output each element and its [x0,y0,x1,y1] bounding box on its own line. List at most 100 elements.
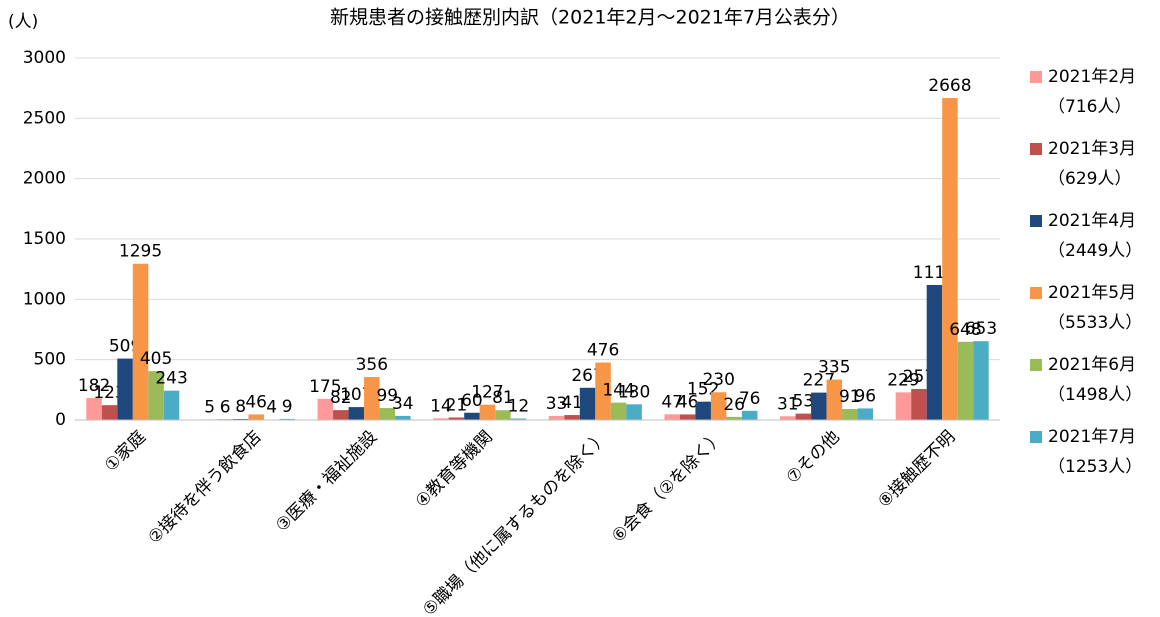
y-tick-label: 500 [34,350,66,370]
legend-swatch [1030,215,1042,227]
data-label: 243 [155,369,187,389]
bar [333,410,349,420]
x-tick-label: ①家庭 [101,427,150,476]
data-label: 31 [777,394,799,414]
legend-label: 2021年3月（629人） [1048,139,1137,189]
bar [926,284,943,420]
data-label: 53 [792,392,814,412]
chart-title: 新規患者の接触歴別内訳（2021年2月～2021年7月公表分） [330,7,850,29]
data-label: 47 [661,392,683,412]
bar [348,407,365,420]
bar [479,404,496,420]
bar [248,414,264,420]
bar [86,398,102,420]
x-tick-label: ③医療・福祉施設 [272,427,381,536]
legend-item: 2021年3月（629人） [1030,134,1158,194]
bar [148,371,164,420]
bar [279,418,295,420]
data-label: 1295 [119,242,162,262]
bar [664,414,680,420]
data-label: 33 [546,394,568,414]
data-label: 26 [723,395,745,415]
data-label: 12 [508,397,530,417]
bar [679,414,696,420]
legend-label: 2021年2月（716人） [1048,67,1137,117]
bar [911,388,927,420]
bar [780,416,796,420]
data-label: 127 [471,383,503,403]
legend-item: 2021年5月（5533人） [1030,278,1158,338]
data-label: 60 [461,391,483,411]
legend-item: 2021年2月（716人） [1030,62,1158,122]
x-tick-label: ⑧接触歴不明 [874,427,959,512]
bar [379,408,396,420]
y-axis-label: (人) [8,12,38,32]
x-tick-label: ②接待を伴う飲食店 [144,427,265,548]
data-label: 356 [356,355,388,375]
bar [811,392,827,420]
y-tick-label: 3000 [23,48,66,68]
data-label: 41 [561,393,583,413]
data-label: 335 [818,358,850,378]
y-tick-label: 1000 [23,289,66,309]
data-label: 653 [965,319,997,339]
bar [564,415,580,420]
bar [726,416,742,420]
data-label: 405 [140,349,172,369]
legend-label: 2021年7月（1253人） [1048,427,1143,477]
bar [495,410,511,420]
data-label: 81 [492,388,514,408]
data-label: 46 [245,392,267,412]
legend-item: 2021年6月（1498人） [1030,350,1158,410]
legend-swatch [1030,287,1042,299]
bar [957,341,974,420]
data-label: 130 [618,382,650,402]
bar [826,379,843,420]
bar [132,263,149,420]
data-label: 82 [330,388,352,408]
bar [626,404,642,420]
data-label: 144 [602,381,634,401]
bar [741,410,758,420]
bar [942,98,958,420]
data-label: 46 [677,392,699,412]
y-tick-label: 2000 [23,169,66,189]
legend-item: 2021年7月（1253人） [1030,422,1158,482]
data-label: 230 [702,370,734,390]
data-label: 76 [739,389,761,409]
bar [317,398,334,420]
bar [117,358,133,420]
data-label: 34 [392,394,414,414]
bar [710,392,727,420]
bar [857,408,874,420]
bar [795,413,812,420]
bar [364,377,380,420]
bar [895,392,912,420]
bar [510,418,527,420]
bar [973,341,989,420]
data-label: 21 [446,395,468,415]
legend-label: 2021年4月（2449人） [1048,211,1143,261]
x-tick-label: ⑦その他 [783,427,844,488]
data-label: 99 [376,386,398,406]
data-label: 91 [839,387,861,407]
data-label: 5 [204,397,215,417]
data-label: 182 [78,376,110,396]
bar [433,418,449,420]
legend-label: 2021年6月（1498人） [1048,355,1143,405]
bar [395,415,411,420]
y-tick-label: 1500 [23,229,66,249]
bar [695,401,711,420]
legend-item: 2021年4月（2449人） [1030,206,1158,266]
legend-swatch [1030,143,1042,155]
legend-label: 2021年5月（5533人） [1048,283,1143,333]
bar [579,387,596,420]
data-label: 175 [309,377,341,397]
data-label: 476 [587,341,619,361]
x-tick-label: ⑥会食（②を除く） [608,427,728,547]
x-tick-label: ⑤職場（他に属するものを除く） [419,427,612,617]
legend-swatch [1030,359,1042,371]
legend-swatch [1030,431,1042,443]
data-label: 14 [430,396,452,416]
